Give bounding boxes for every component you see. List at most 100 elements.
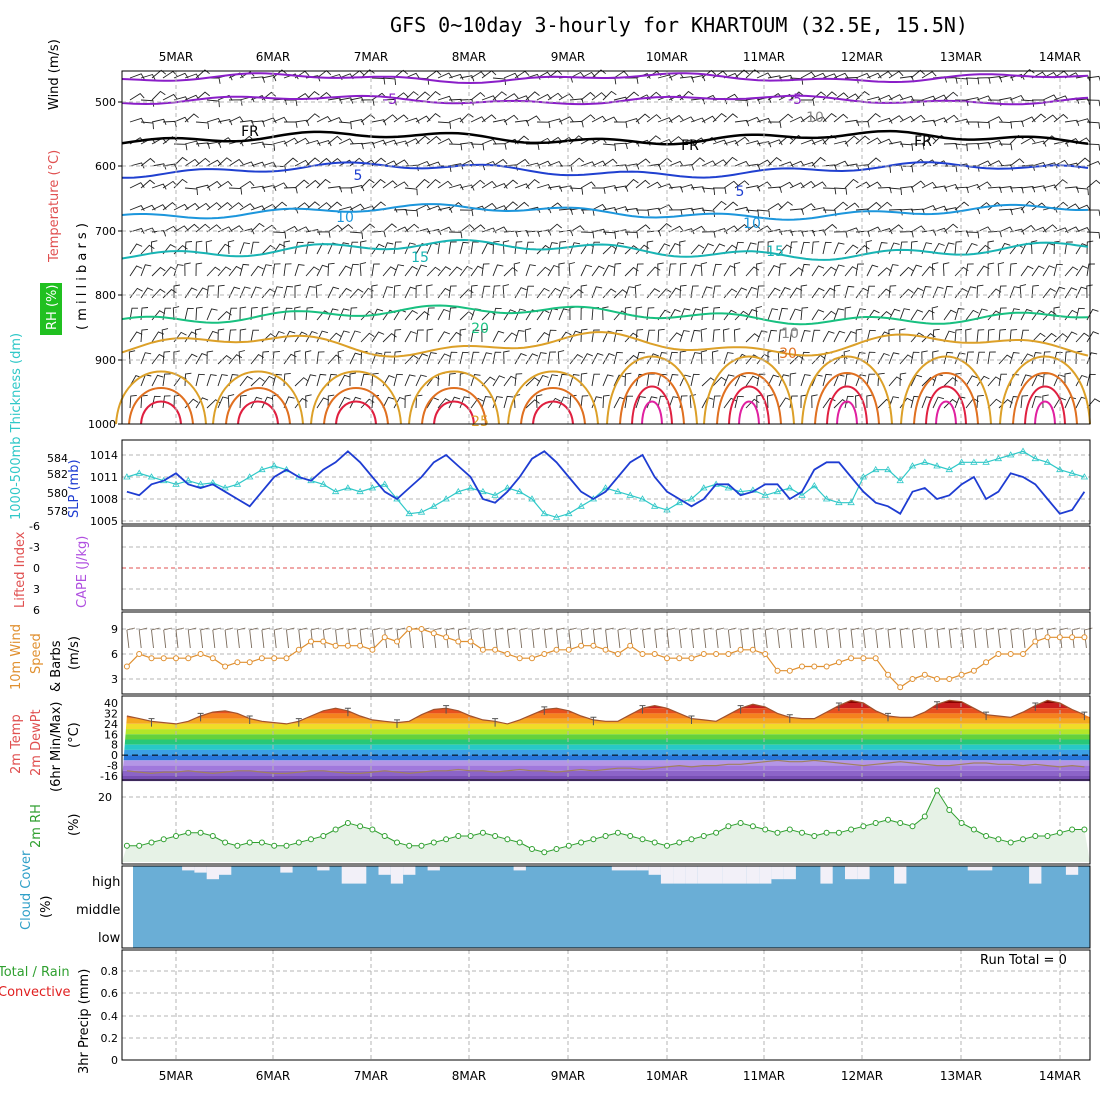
thickness-line-point bbox=[368, 484, 377, 491]
li-tick: -3 bbox=[29, 541, 40, 554]
wind10m-barb bbox=[691, 627, 700, 649]
rh2m-line-point bbox=[713, 829, 720, 836]
wind-barb bbox=[613, 263, 622, 277]
wind-barb bbox=[943, 330, 955, 343]
cloud-label: Cloud Cover bbox=[19, 850, 34, 930]
wind-barb bbox=[558, 373, 569, 387]
temperature-contours bbox=[115, 72, 1091, 425]
wind-barb bbox=[668, 225, 684, 233]
rh2m-line-point bbox=[197, 829, 204, 836]
wind-barb bbox=[855, 308, 866, 321]
wind-barb bbox=[1009, 158, 1025, 167]
wind-barb bbox=[327, 286, 340, 299]
wind10m-barb bbox=[151, 627, 160, 649]
wind-barb bbox=[415, 178, 430, 189]
wind-barb bbox=[624, 306, 632, 321]
wind-barb bbox=[151, 118, 167, 125]
wind-barb bbox=[723, 140, 739, 147]
thickness-line-point bbox=[1043, 458, 1052, 465]
wind-barb bbox=[1064, 203, 1080, 211]
wind-barb bbox=[305, 286, 316, 299]
wind-barb bbox=[833, 242, 845, 255]
date-label-top: 11MAR bbox=[743, 50, 785, 64]
contour-label: FR bbox=[241, 124, 259, 140]
wind-barb bbox=[568, 262, 576, 277]
rh2m-line-point bbox=[418, 842, 425, 849]
wind-barb bbox=[954, 329, 963, 343]
wind10m-line-point bbox=[344, 642, 351, 649]
wind-barb bbox=[679, 262, 687, 277]
wind-barb bbox=[789, 372, 797, 387]
rh2m-line-point bbox=[467, 833, 474, 839]
wind10m-barb bbox=[224, 627, 234, 649]
thickness-line-point bbox=[528, 495, 536, 502]
wind10m-line-point bbox=[246, 659, 253, 666]
wind-barb bbox=[404, 374, 416, 387]
wind10m-line-point bbox=[983, 659, 990, 666]
cloud-level-high: high bbox=[92, 875, 120, 890]
wind-barb bbox=[789, 91, 804, 101]
wind-barb bbox=[558, 396, 570, 409]
wind-barb bbox=[294, 137, 310, 145]
wind-barb bbox=[404, 265, 418, 277]
wind10m-line-point bbox=[737, 646, 744, 653]
high-cloud-bar bbox=[427, 866, 440, 871]
rh2m-panel: 20 2m RH (%) bbox=[29, 779, 1091, 865]
wind-barb bbox=[1086, 75, 1100, 82]
wind-barb bbox=[976, 95, 992, 102]
high-cloud-bar bbox=[746, 866, 760, 884]
wind10m-barb bbox=[1034, 627, 1044, 649]
contour-30 bbox=[1012, 372, 1078, 425]
contour-30 bbox=[913, 372, 979, 425]
wind-barb bbox=[690, 186, 705, 193]
wind-barb bbox=[778, 374, 790, 387]
wind-barb bbox=[778, 201, 793, 211]
wind-barb bbox=[294, 331, 308, 343]
wind-barb bbox=[954, 241, 963, 255]
wind-barb bbox=[634, 284, 642, 299]
wind-barb bbox=[327, 332, 342, 343]
rh2m-line-point bbox=[357, 823, 364, 830]
contour-label: 15 bbox=[411, 250, 429, 266]
rh2m-fill bbox=[122, 790, 1090, 862]
wind10m-line-point bbox=[1081, 634, 1088, 641]
rh2m-line-point bbox=[185, 829, 192, 836]
wind-barb bbox=[558, 208, 573, 215]
rh2m-line-point bbox=[799, 829, 805, 836]
thickness-line-point bbox=[221, 484, 229, 491]
wind-barb bbox=[261, 264, 272, 277]
wind-barb bbox=[371, 178, 386, 189]
wind-barb bbox=[294, 179, 309, 189]
wind-barb bbox=[1009, 329, 1018, 343]
wind-barb bbox=[690, 285, 699, 299]
wind-barb bbox=[162, 351, 171, 365]
wind-barb bbox=[437, 180, 453, 189]
temp-maxmin-bar bbox=[394, 719, 400, 728]
wind-barb bbox=[470, 265, 484, 277]
wind-barb bbox=[822, 310, 837, 321]
wind10m-barb bbox=[875, 627, 884, 649]
rh2m-line-point bbox=[504, 836, 511, 843]
date-label-bottom: 9MAR bbox=[551, 1069, 586, 1083]
rh2m-line-point bbox=[209, 833, 216, 839]
temp-band bbox=[122, 744, 1090, 750]
rh2m-line-point bbox=[786, 826, 793, 833]
wind-barb bbox=[536, 71, 552, 79]
wind-barb bbox=[261, 184, 277, 191]
high-cloud-bar bbox=[611, 866, 625, 871]
contour-label: 20 bbox=[471, 321, 489, 337]
wind10m-line-point bbox=[357, 642, 364, 649]
thickness-line-point bbox=[245, 473, 254, 480]
wind-barb bbox=[217, 374, 228, 387]
wind-barb bbox=[635, 396, 646, 409]
wind-barb bbox=[580, 328, 588, 343]
wind-barb bbox=[492, 118, 508, 126]
wind10m-line-point bbox=[946, 676, 953, 682]
wind-barb bbox=[184, 73, 200, 80]
wind-barb bbox=[481, 285, 491, 299]
rh2m-line-point bbox=[627, 833, 634, 839]
high-cloud-bar bbox=[403, 866, 416, 875]
wind-barb bbox=[558, 93, 574, 101]
